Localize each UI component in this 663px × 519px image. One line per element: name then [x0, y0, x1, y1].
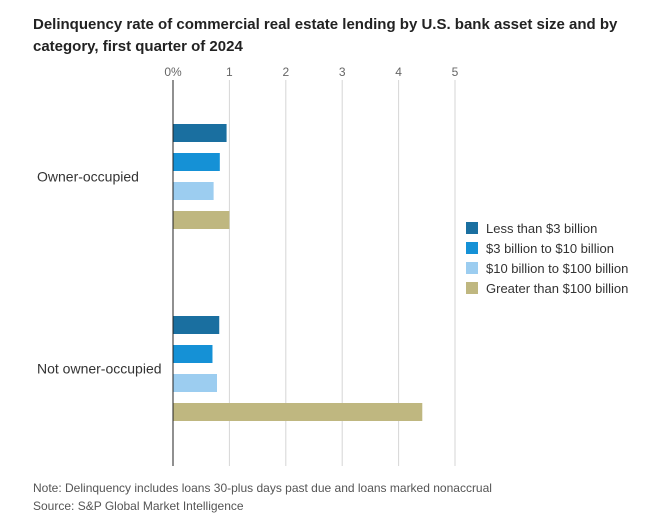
category-labels: Owner-occupied Not owner-occupied	[37, 169, 162, 377]
legend-swatch	[466, 222, 478, 234]
bar	[173, 124, 227, 142]
legend-label: $10 billion to $100 billion	[486, 260, 629, 276]
legend: Less than $3 billion $3 billion to $10 bi…	[466, 218, 628, 298]
legend-swatch	[466, 262, 478, 274]
bar	[173, 345, 213, 363]
bar	[173, 403, 423, 421]
legend-swatch	[466, 242, 478, 254]
legend-swatch	[466, 282, 478, 294]
legend-item: Greater than $100 billion	[466, 278, 628, 298]
x-tick-labels: 0% 1 2 3 4 5	[164, 65, 458, 79]
legend-label: Less than $3 billion	[486, 220, 598, 236]
bar	[173, 182, 214, 200]
bar	[173, 316, 220, 334]
x-tick-label: 5	[452, 65, 459, 79]
chart-source: Source: S&P Global Market Intelligence	[33, 499, 244, 513]
category-label: Owner-occupied	[37, 169, 139, 185]
gridlines	[228, 80, 456, 466]
category-label: Not owner-occupied	[37, 361, 162, 377]
bar	[173, 374, 217, 392]
x-tick-label: 3	[339, 65, 346, 79]
legend-label: $3 billion to $10 billion	[486, 240, 614, 256]
x-tick-label: 2	[282, 65, 289, 79]
x-tick-label: 4	[395, 65, 402, 79]
bar	[173, 211, 230, 229]
legend-item: Less than $3 billion	[466, 218, 628, 238]
bars	[173, 124, 423, 421]
legend-item: $10 billion to $100 billion	[466, 258, 628, 278]
x-tick-label: 0%	[164, 65, 182, 79]
x-tick-label: 1	[226, 65, 233, 79]
legend-item: $3 billion to $10 billion	[466, 238, 628, 258]
chart-title: Delinquency rate of commercial real esta…	[33, 16, 618, 55]
legend-label: Greater than $100 billion	[486, 280, 629, 296]
chart-note: Note: Delinquency includes loans 30-plus…	[33, 481, 492, 495]
bar	[173, 153, 220, 171]
